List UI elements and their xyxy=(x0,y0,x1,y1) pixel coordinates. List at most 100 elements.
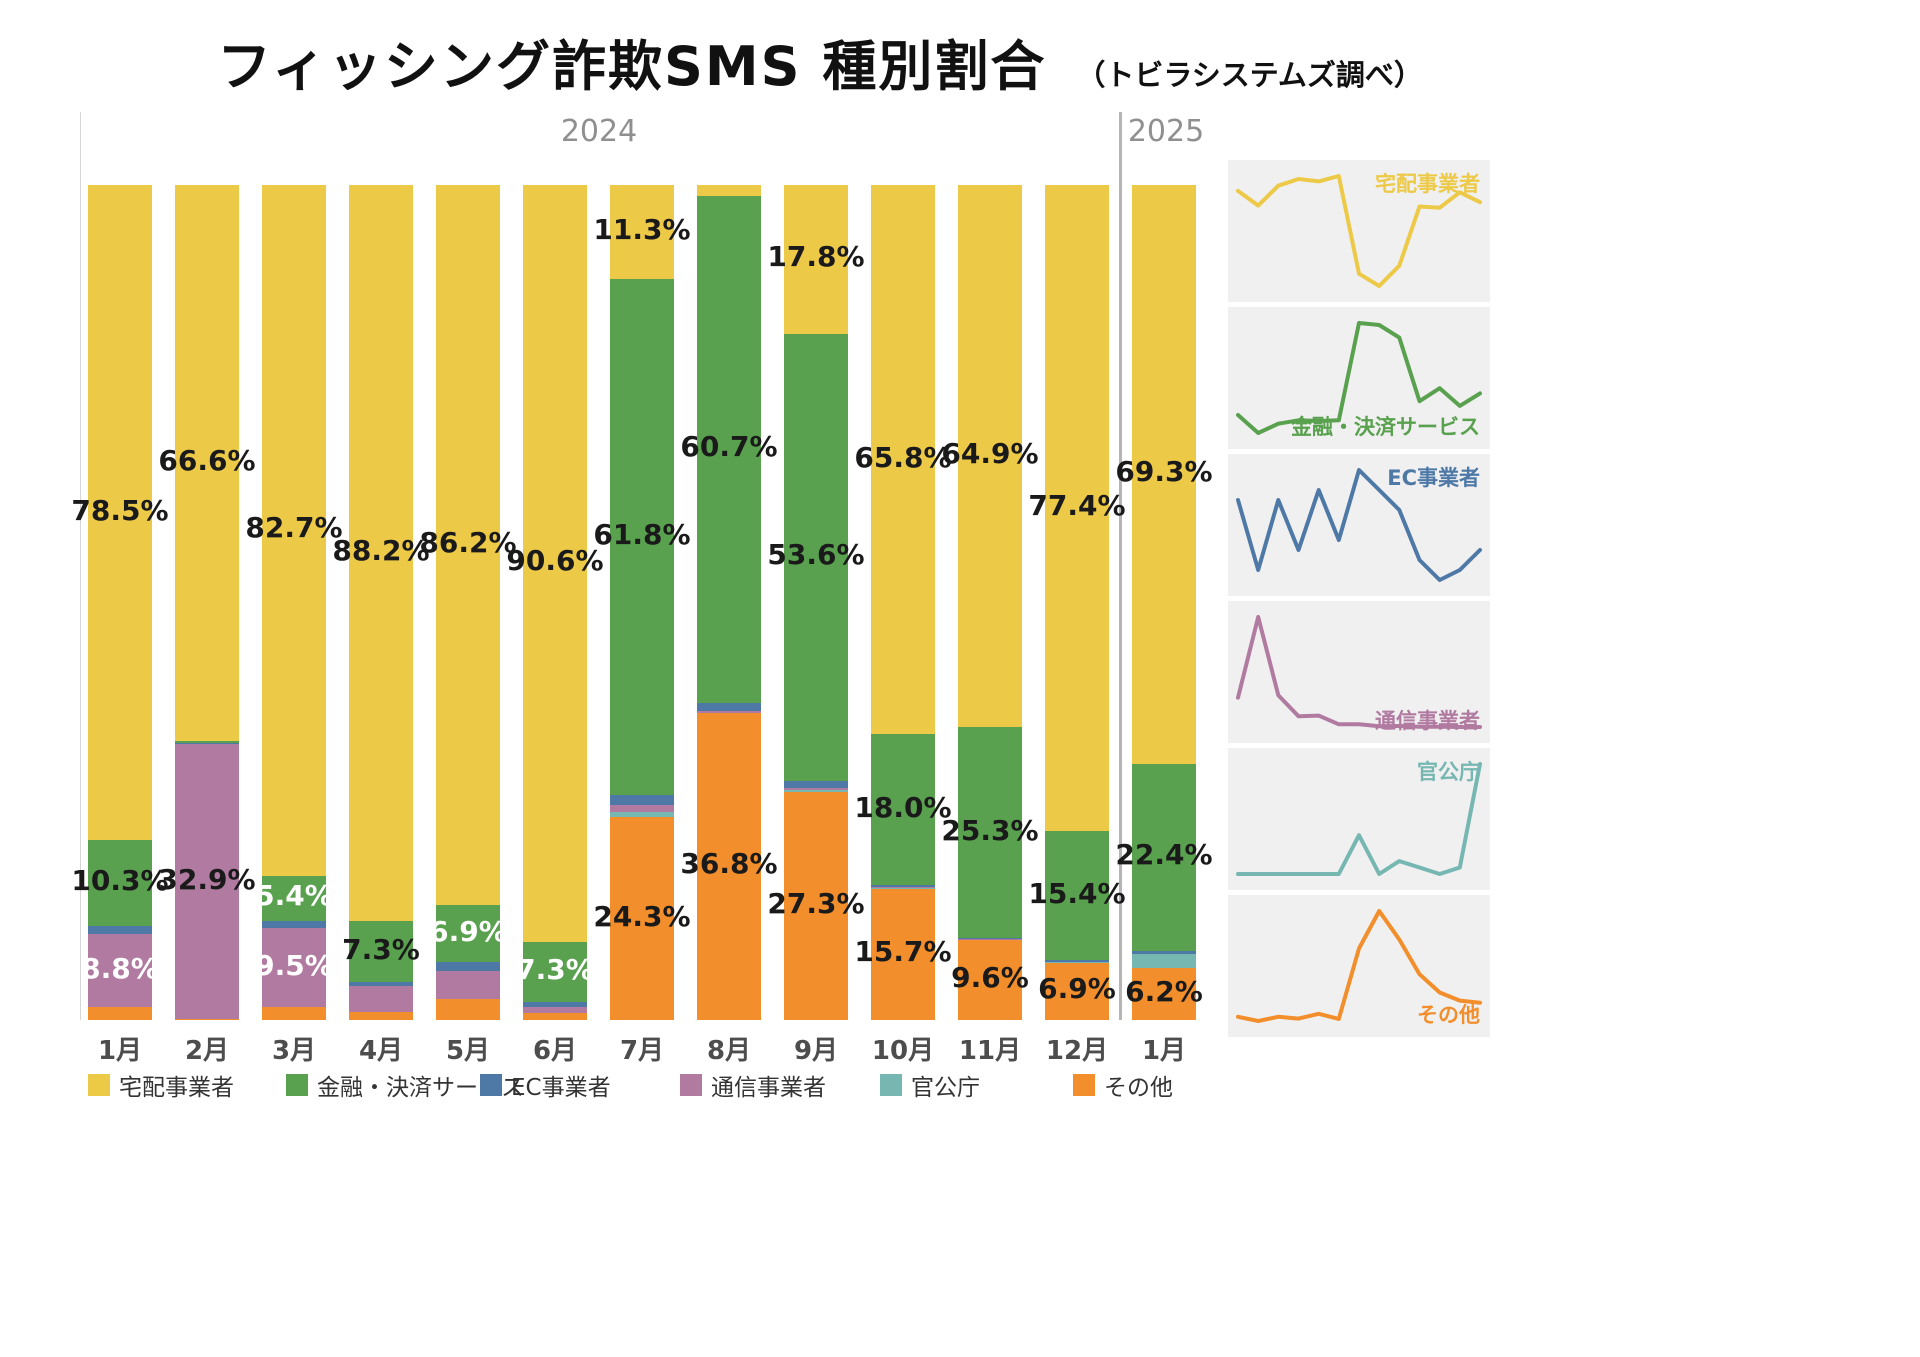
sparkline-label: 官公庁 xyxy=(1417,760,1480,784)
bar-value-label: 32.9% xyxy=(158,862,256,896)
bar-segment xyxy=(436,970,500,1000)
bar-value-label: 24.3% xyxy=(593,899,691,933)
bar-segment xyxy=(349,985,413,1013)
bar-segment xyxy=(697,702,761,712)
chart-title-row: フィッシング詐欺SMS 種別割合 （トビラシステムズ調べ） xyxy=(0,22,1640,101)
chart-title: フィッシング詐欺SMS 種別割合 xyxy=(217,35,1047,98)
bar-segment xyxy=(436,999,500,1020)
x-axis-label: 3月 xyxy=(271,1036,317,1066)
bar-segment xyxy=(871,734,935,885)
bar-segment xyxy=(1132,763,1196,951)
bar-segment xyxy=(871,884,935,888)
bar-segment xyxy=(697,712,761,1020)
bar-segment xyxy=(175,185,239,742)
legend-label: 官公庁 xyxy=(911,1075,980,1101)
bar-segment xyxy=(349,185,413,922)
bar-segment xyxy=(1045,185,1109,832)
bar-segment xyxy=(1132,968,1196,1020)
sparkline-label: 宅配事業者 xyxy=(1375,172,1480,196)
x-axis-label: 6月 xyxy=(532,1036,578,1066)
bar-segment xyxy=(262,1007,326,1020)
bar-value-label: 86.2% xyxy=(419,525,517,559)
bar-segment xyxy=(871,887,935,889)
x-axis-label: 4月 xyxy=(358,1036,404,1066)
sparkline-trend-icon xyxy=(1236,615,1482,729)
sparkline-trend-icon xyxy=(1236,468,1482,582)
legend-swatch-icon xyxy=(1073,1074,1095,1096)
year-label-2025: 2025 xyxy=(1127,114,1205,149)
bar-value-label: 18.0% xyxy=(854,790,952,824)
x-axis-label: 9月 xyxy=(793,1036,839,1066)
bar-segment xyxy=(871,185,935,735)
bar-value-label: 36.8% xyxy=(680,847,778,881)
bar-segment xyxy=(262,920,326,929)
x-axis-label: 7月 xyxy=(619,1036,665,1066)
bar-segment xyxy=(784,792,848,1020)
bar-value-label: 25.3% xyxy=(941,813,1039,847)
sparkline-panel: 通信事業者 xyxy=(1228,601,1490,743)
bar-segment xyxy=(175,742,239,745)
sparkline-trend-icon xyxy=(1236,174,1482,288)
bar-value-label: 77.4% xyxy=(1028,489,1126,523)
sparkline-label: EC事業者 xyxy=(1387,466,1480,490)
bar-segment xyxy=(523,1006,587,1014)
legend-swatch-icon xyxy=(480,1074,502,1096)
x-axis-label: 2月 xyxy=(184,1036,230,1066)
sparkline-label: 金融・決済サービス xyxy=(1291,415,1480,439)
legend-swatch-icon xyxy=(286,1074,308,1096)
sparkline-trend-icon xyxy=(1236,762,1482,876)
bar-value-label: 15.7% xyxy=(854,935,952,969)
bar-segment xyxy=(784,781,848,788)
bar-segment xyxy=(610,185,674,280)
bar-value-label: 9.6% xyxy=(951,960,1029,994)
sparkline-trend-icon xyxy=(1236,909,1482,1023)
bar-segment xyxy=(958,939,1022,1020)
bar-segment xyxy=(88,840,152,927)
bar-value-label: 11.3% xyxy=(593,213,691,247)
sparkline-panel: EC事業者 xyxy=(1228,454,1490,596)
sparkline-panel: 官公庁 xyxy=(1228,748,1490,890)
bar-segment xyxy=(958,185,1022,727)
year-divider-line xyxy=(1119,112,1122,1020)
x-axis-label: 1月 xyxy=(1141,1036,1187,1066)
bar-segment xyxy=(697,185,761,196)
bar-segment xyxy=(1045,959,1109,962)
legend-label: 宅配事業者 xyxy=(119,1075,234,1101)
bar-segment xyxy=(784,787,848,791)
x-axis-label: 5月 xyxy=(445,1036,491,1066)
bar-value-label: 22.4% xyxy=(1115,838,1213,872)
bar-segment xyxy=(262,875,326,921)
bar-segment xyxy=(610,805,674,813)
bar-value-label: 17.8% xyxy=(767,240,865,274)
left-axis-line xyxy=(80,112,81,1020)
bar-segment xyxy=(349,921,413,983)
legend-item: EC事業者 xyxy=(480,1068,611,1102)
x-axis-label: 12月 xyxy=(1045,1036,1109,1066)
bar-value-label: 9.5% xyxy=(255,948,333,982)
bar-segment xyxy=(349,1012,413,1020)
bar-segment xyxy=(175,741,239,743)
bar-segment xyxy=(523,941,587,1003)
legend-item: 通信事業者 xyxy=(680,1068,826,1102)
bar-segment xyxy=(436,904,500,963)
bar-value-label: 64.9% xyxy=(941,436,1039,470)
bar-value-label: 90.6% xyxy=(506,544,604,578)
year-label-2024: 2024 xyxy=(560,114,638,149)
bar-value-label: 15.4% xyxy=(1028,876,1126,910)
x-axis-label: 10月 xyxy=(871,1036,935,1066)
bar-segment xyxy=(88,926,152,934)
bar-segment xyxy=(262,185,326,876)
bar-segment xyxy=(349,982,413,986)
bar-value-label: 60.7% xyxy=(680,430,778,464)
bar-segment xyxy=(88,1007,152,1020)
bar-segment xyxy=(436,185,500,905)
bar-value-label: 53.6% xyxy=(767,538,865,572)
bar-segment xyxy=(175,1019,239,1020)
bar-segment xyxy=(610,812,674,818)
sparkline-panel: その他 xyxy=(1228,895,1490,1037)
bar-segment xyxy=(697,195,761,703)
legend-item: その他 xyxy=(1073,1068,1173,1102)
bar-value-label: 78.5% xyxy=(71,493,169,527)
